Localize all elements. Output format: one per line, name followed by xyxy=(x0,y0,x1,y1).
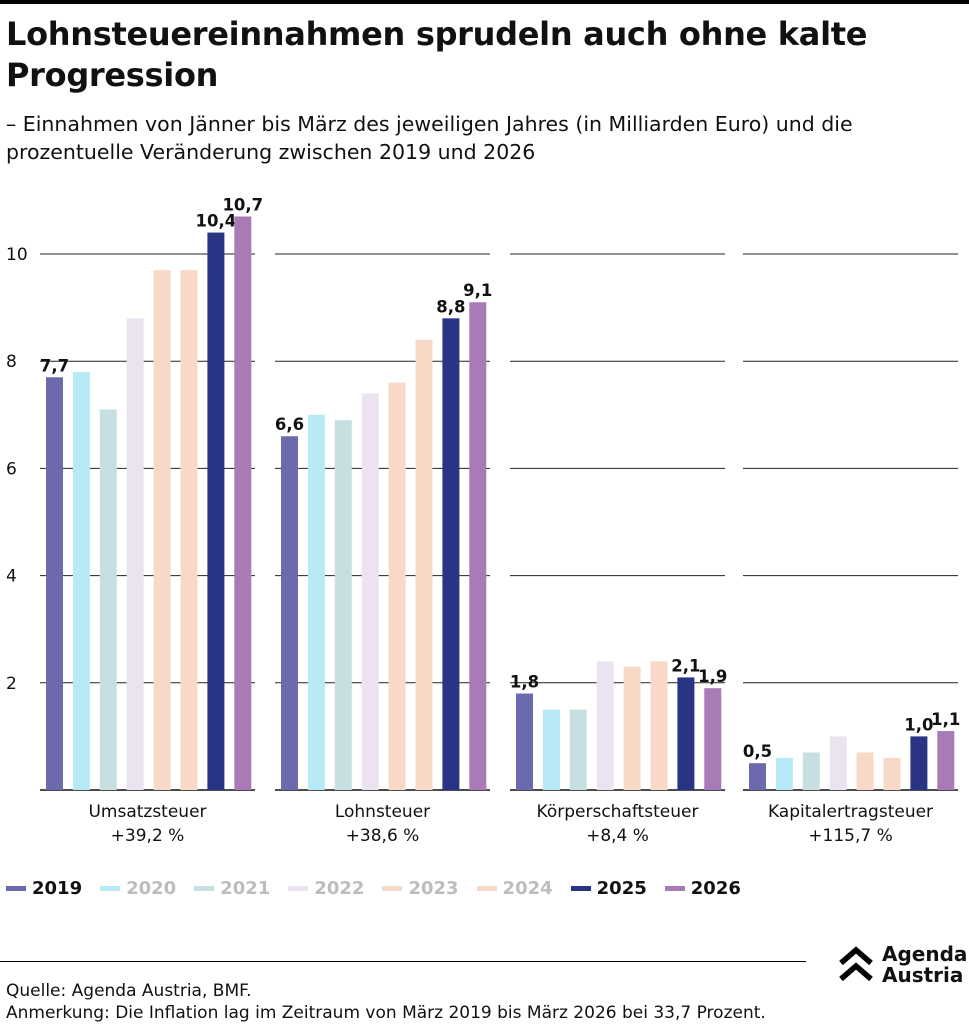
legend-item-2022: 2022 xyxy=(288,878,364,899)
legend-label: 2019 xyxy=(32,878,83,899)
bar-kapitalertragsteuer-2026 xyxy=(937,731,955,790)
bar-lohnsteuer-2025 xyxy=(442,318,460,790)
chart-subtitle: – Einnahmen von Jänner bis März des jewe… xyxy=(6,112,853,164)
bar-lohnsteuer-2021 xyxy=(334,420,352,790)
legend-label: 2025 xyxy=(596,878,647,899)
data-label: 7,7 xyxy=(40,356,69,375)
logo-line-1: Agenda xyxy=(882,942,968,966)
bar-körperschaftsteuer-2025 xyxy=(677,677,695,790)
legend-item-2026: 2026 xyxy=(664,878,741,899)
bar-kapitalertragsteuer-2022 xyxy=(829,736,847,790)
category-label: Umsatzsteuer xyxy=(88,802,206,822)
legend-label: 2024 xyxy=(502,878,553,899)
bar-lohnsteuer-2019 xyxy=(281,436,298,790)
y-tick-label: 10 xyxy=(6,245,28,265)
bar-körperschaftsteuer-2022 xyxy=(596,661,614,790)
bar-körperschaftsteuer-2019 xyxy=(516,693,533,790)
y-tick-label: 6 xyxy=(6,459,17,479)
category-label: Körperschaftsteuer xyxy=(537,802,699,822)
y-tick-label: 2 xyxy=(6,674,17,694)
bar-umsatzsteuer-2021 xyxy=(99,409,117,790)
data-label: 10,4 xyxy=(196,212,237,231)
source-text: Quelle: Agenda Austria, BMF. xyxy=(6,981,252,1001)
legend-label: 2022 xyxy=(314,878,365,899)
data-label: 1,9 xyxy=(698,667,727,686)
legend-item-2019: 2019 xyxy=(6,878,82,899)
category-change-label: +39,2 % xyxy=(111,826,185,846)
y-tick-label: 4 xyxy=(6,567,17,587)
source-notes: Quelle: Agenda Austria, BMF. Anmerkung: … xyxy=(6,980,766,1024)
legend-swatch xyxy=(6,886,26,891)
category-change-label: +38,6 % xyxy=(346,826,420,846)
legend-swatch xyxy=(664,886,685,891)
bar-körperschaftsteuer-2023 xyxy=(623,666,641,790)
legend-swatch xyxy=(288,886,309,891)
category-change-label: +115,7 % xyxy=(808,826,892,846)
legend-item-2021: 2021 xyxy=(194,878,270,899)
data-label: 1,0 xyxy=(904,715,933,734)
data-label: 8,8 xyxy=(436,297,465,316)
bar-umsatzsteuer-2019 xyxy=(46,377,63,790)
bar-lohnsteuer-2022 xyxy=(361,393,379,790)
legend-swatch xyxy=(570,886,591,891)
y-tick-label: 8 xyxy=(6,352,17,372)
bar-kapitalertragsteuer-2019 xyxy=(749,763,766,790)
legend-label: 2023 xyxy=(408,878,459,899)
chart-title: Lohnsteuereinnahmen sprudeln auch ohne k… xyxy=(6,15,868,94)
bar-kapitalertragsteuer-2025 xyxy=(910,736,928,790)
bar-kapitalertragsteuer-2020 xyxy=(775,757,793,790)
legend-label: 2020 xyxy=(126,878,177,899)
bar-kapitalertragsteuer-2024 xyxy=(883,757,901,790)
legend-item-2020: 2020 xyxy=(100,878,176,899)
legend-swatch xyxy=(382,886,403,891)
bar-kapitalertragsteuer-2023 xyxy=(856,752,874,790)
legend-item-2023: 2023 xyxy=(382,878,459,899)
legend-item-2024: 2024 xyxy=(476,878,553,899)
bar-umsatzsteuer-2023 xyxy=(153,270,171,790)
data-label: 10,7 xyxy=(222,195,263,214)
bar-lohnsteuer-2020 xyxy=(307,414,325,790)
logo-text: Agenda Austria xyxy=(882,944,967,986)
bar-umsatzsteuer-2020 xyxy=(72,371,90,790)
bar-lohnsteuer-2026 xyxy=(469,302,487,790)
agenda-austria-logo: Agenda Austria xyxy=(838,944,968,988)
data-label: 2,1 xyxy=(671,656,700,675)
bar-umsatzsteuer-2026 xyxy=(234,216,252,791)
category-label: Kapitalertragsteuer xyxy=(768,802,933,822)
legend-swatch xyxy=(100,886,121,891)
data-label: 1,8 xyxy=(510,673,539,692)
bar-körperschaftsteuer-2024 xyxy=(650,661,668,790)
bar-lohnsteuer-2024 xyxy=(415,339,433,790)
legend-item-2025: 2025 xyxy=(570,878,647,899)
bar-körperschaftsteuer-2021 xyxy=(569,709,587,790)
bar-kapitalertragsteuer-2021 xyxy=(802,752,820,790)
bar-umsatzsteuer-2024 xyxy=(180,270,198,790)
top-rule xyxy=(0,0,969,4)
bar-körperschaftsteuer-2020 xyxy=(542,709,560,790)
logo-line-2: Austria xyxy=(882,963,964,987)
note-text: Anmerkung: Die Inflation lag im Zeitraum… xyxy=(6,1003,766,1023)
bar-körperschaftsteuer-2026 xyxy=(704,688,722,790)
bar-chart: 10 8 6 4 2 7,7 10,410,7 Umsatzsteuer +39,2 % 6,6 8… xyxy=(6,195,960,846)
data-label: 9,1 xyxy=(463,281,492,300)
legend-label: 2021 xyxy=(220,878,271,899)
bar-lohnsteuer-2023 xyxy=(388,382,406,790)
legend-label: 2026 xyxy=(690,878,741,899)
legend-swatch xyxy=(194,886,215,891)
data-label: 1,1 xyxy=(931,710,960,729)
bar-umsatzsteuer-2025 xyxy=(207,232,225,790)
legend-swatch xyxy=(476,886,497,891)
bar-umsatzsteuer-2022 xyxy=(126,318,144,790)
legend: 2019 2020 2021 2022 2023 2024 2025 2026 xyxy=(6,878,759,899)
data-label: 6,6 xyxy=(275,415,304,434)
chevron-up-logo-icon xyxy=(839,946,873,982)
data-label: 0,5 xyxy=(743,742,772,761)
category-label: Lohnsteuer xyxy=(335,802,430,822)
category-change-label: +8,4 % xyxy=(586,826,649,846)
footer-rule xyxy=(0,961,806,962)
